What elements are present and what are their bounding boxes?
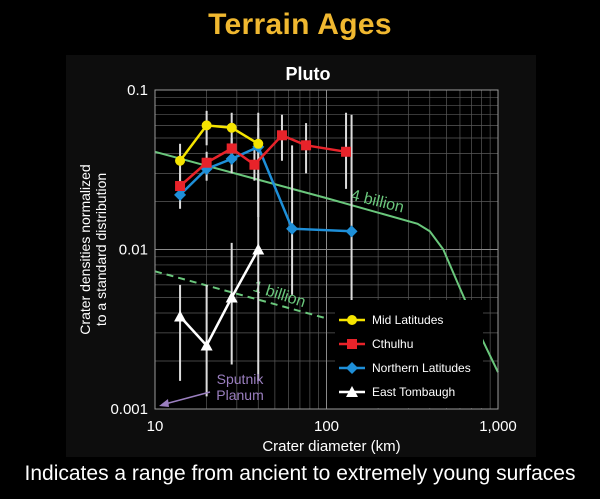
- marker-circle: [175, 155, 186, 166]
- marker-triangle: [174, 310, 187, 322]
- marker-diamond: [174, 188, 187, 201]
- marker-circle: [253, 138, 264, 149]
- sputnik-arrow-line: [164, 391, 211, 405]
- legend-label: Cthulhu: [372, 337, 413, 351]
- series-line: [179, 248, 260, 348]
- y-tick-label: 0.1: [127, 82, 148, 99]
- marker-square: [276, 130, 287, 141]
- marker-square: [347, 339, 357, 349]
- axes: 10 100 1,000 0.001 0.01 0.1 Crater diameter (k…: [77, 82, 517, 455]
- y-axis-label-line: Crater densities normalized: [77, 164, 93, 334]
- marker-square: [175, 181, 186, 192]
- marker-circle: [226, 122, 237, 133]
- marker-square: [301, 140, 312, 151]
- marker-triangle: [252, 243, 265, 255]
- legend: Mid Latitudes Cthulhu Northern Latitudes Ea…: [335, 300, 483, 408]
- marker-diamond: [286, 222, 299, 235]
- legend-label: Mid Latitudes: [372, 313, 443, 327]
- chart-title: Pluto: [286, 64, 331, 84]
- marker-circle: [201, 120, 212, 131]
- series-line: [179, 124, 259, 162]
- series-line: [179, 145, 352, 233]
- marker-diamond: [225, 152, 238, 165]
- footer-caption: Indicates a range from ancient to extrem…: [24, 462, 576, 485]
- data-series: [174, 110, 358, 397]
- y-axis-label: Crater densities normalized to a standard…: [77, 164, 109, 334]
- marker-diamond: [345, 225, 358, 238]
- page-title: Terrain Ages: [208, 8, 392, 41]
- marker-triangle: [346, 386, 358, 397]
- marker-diamond: [346, 362, 358, 374]
- x-tick-label: 100: [314, 418, 339, 435]
- x-tick-label: 1,000: [479, 418, 517, 435]
- age-curve-1-billion: [154, 270, 327, 320]
- series-mid-latitudes: [175, 120, 264, 166]
- legend-label: Northern Latitudes: [372, 361, 471, 375]
- marker-triangle: [225, 291, 238, 303]
- marker-circle: [347, 315, 357, 325]
- sputnik-planum-label: Planum: [216, 387, 263, 403]
- marker-square: [226, 143, 237, 154]
- sputnik-planum-label: Sputnik: [217, 371, 265, 387]
- series-northern-latitudes: [174, 140, 358, 238]
- marker-square: [201, 157, 212, 168]
- series-cthulhu: [175, 130, 352, 192]
- y-tick-label: 0.01: [119, 242, 148, 259]
- x-tick-label: 10: [147, 418, 164, 435]
- x-axis-label: Crater diameter (km): [262, 438, 400, 455]
- marker-triangle: [200, 339, 213, 351]
- marker-square: [249, 159, 260, 170]
- series-east-tombaugh: [174, 243, 265, 351]
- sputnik-arrow-head: [159, 399, 169, 407]
- marker-square: [341, 146, 352, 157]
- y-tick-label: 0.001: [110, 401, 148, 418]
- legend-box: [335, 300, 483, 408]
- error-bars-east-tombaugh: [179, 173, 260, 397]
- plot-frame: [154, 89, 499, 410]
- y-axis-label-line: to a standard distribution: [93, 173, 109, 326]
- legend-label: East Tombaugh: [372, 385, 455, 399]
